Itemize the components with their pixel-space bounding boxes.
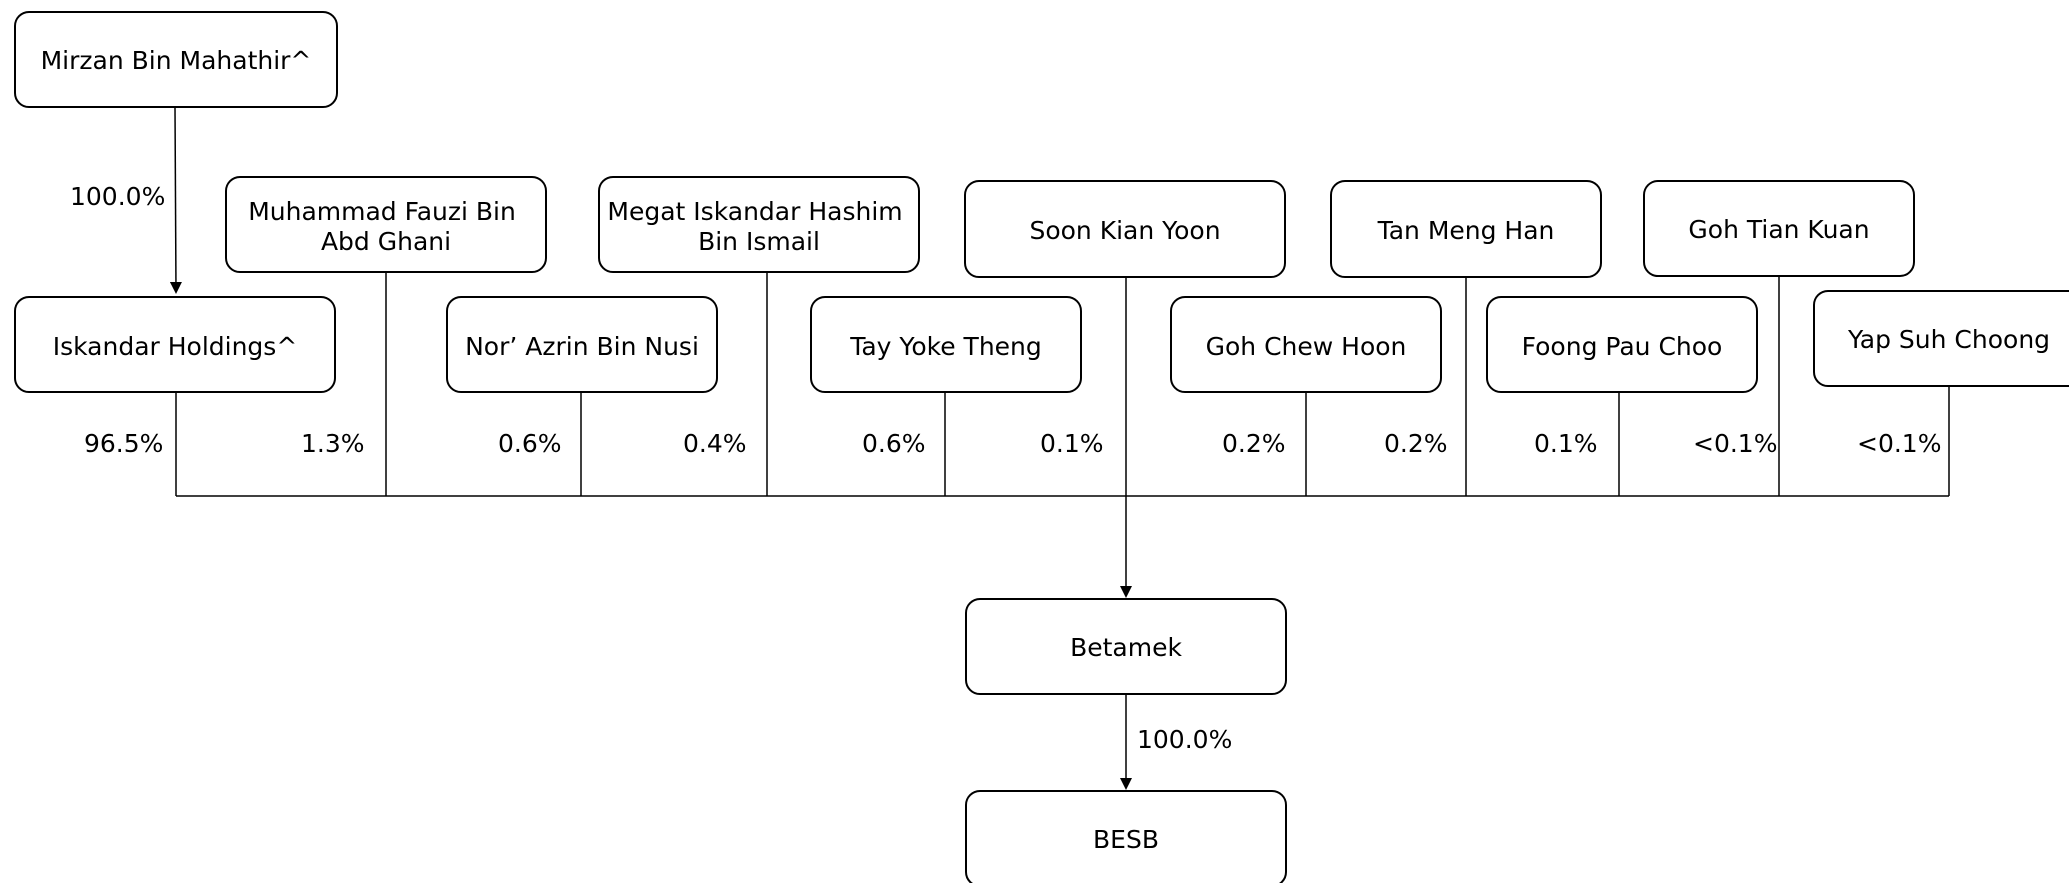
box-megat: Megat Iskandar Hashim Bin Ismail	[598, 176, 920, 273]
connectors	[169, 106, 1950, 790]
pct-megat: 0.4%	[683, 429, 747, 458]
svg-text:Foong Pau Choo: Foong Pau Choo	[1522, 332, 1723, 361]
svg-text:Mirzan Bin Mahathir^: Mirzan Bin Mahathir^	[41, 46, 312, 75]
svg-text:Yap Suh Choong: Yap Suh Choong	[1847, 325, 2050, 354]
svg-text:Iskandar Holdings^: Iskandar Holdings^	[53, 332, 298, 361]
box-soon: Soon Kian Yoon	[964, 180, 1286, 278]
box-iskandar-holdings: Iskandar Holdings^	[14, 296, 336, 393]
box-betamek: Betamek	[965, 598, 1287, 695]
box-tan: Tan Meng Han	[1330, 180, 1602, 278]
box-mirzan: Mirzan Bin Mahathir^	[14, 11, 338, 108]
svg-text:BESB: BESB	[1093, 825, 1159, 854]
pct-iskandar-holdings: 96.5%	[84, 429, 163, 458]
pct-tan: 0.2%	[1384, 429, 1448, 458]
pct-foong: 0.1%	[1534, 429, 1598, 458]
svg-text:Megat Iskandar Hashim Bi: Megat Iskandar Hashim Bin Ismail	[607, 197, 910, 256]
box-label-line: Tay Yoke Theng	[849, 332, 1042, 361]
box-label-line: Mirzan Bin Mahathir^	[41, 46, 312, 75]
svg-text:Tay Yoke Theng: Tay Yoke Theng	[849, 332, 1042, 361]
pct-mirzan-to-iskandar: 100.0%	[70, 182, 165, 211]
box-label-line: Megat Iskandar Hashim	[607, 197, 902, 226]
box-goh-tian: Goh Tian Kuan	[1643, 180, 1915, 277]
box-label-line: BESB	[1093, 825, 1159, 854]
box-tay: Tay Yoke Theng	[810, 296, 1082, 393]
box-label-line: Iskandar Holdings^	[53, 332, 298, 361]
box-label-line: Bin Ismail	[698, 227, 820, 256]
box-nor-azrin: Nor’ Azrin Bin Nusi	[446, 296, 718, 393]
percentage-labels: 100.0% 96.5% 1.3% 0.6% 0.4% 0.6% 0.1% 0.…	[70, 182, 1941, 754]
box-label-line: Nor’ Azrin Bin Nusi	[465, 332, 699, 361]
svg-text:Betamek: Betamek	[1070, 633, 1182, 662]
box-yap: Yap Suh Choong	[1813, 290, 2069, 387]
svg-text:Nor’ Azrin Bin Nusi: Nor’ Azrin Bin Nusi	[465, 332, 699, 361]
box-besb: BESB	[965, 790, 1287, 883]
connector-mirzan-to-iskandar	[169, 106, 182, 294]
pct-nor-azrin: 0.6%	[498, 429, 562, 458]
pct-fauzi: 1.3%	[301, 429, 365, 458]
box-fauzi: Muhammad Fauzi Bin Abd Ghani	[225, 176, 547, 273]
box-goh-chew: Goh Chew Hoon	[1170, 296, 1442, 393]
box-label-line: Muhammad Fauzi Bin	[248, 197, 516, 226]
box-label-line: Goh Tian Kuan	[1688, 215, 1869, 244]
box-label-line: Soon Kian Yoon	[1029, 216, 1220, 245]
svg-text:Tan Meng Han: Tan Meng Han	[1377, 216, 1555, 245]
box-label-line: Foong Pau Choo	[1522, 332, 1723, 361]
pct-yap: <0.1%	[1857, 429, 1941, 458]
box-label-line: Goh Chew Hoon	[1206, 332, 1407, 361]
svg-text:Goh Chew Hoon: Goh Chew Hoon	[1206, 332, 1407, 361]
box-label-line: Tan Meng Han	[1377, 216, 1555, 245]
svg-text:Goh Tian Kuan: Goh Tian Kuan	[1688, 215, 1869, 244]
box-foong: Foong Pau Choo	[1486, 296, 1758, 393]
box-label-line: Betamek	[1070, 633, 1182, 662]
pct-soon: 0.1%	[1040, 429, 1104, 458]
pct-goh-tian: <0.1%	[1693, 429, 1777, 458]
box-label-line: Abd Ghani	[321, 227, 451, 256]
pct-goh-chew: 0.2%	[1222, 429, 1286, 458]
svg-text:Soon Kian Yoon: Soon Kian Yoon	[1029, 216, 1220, 245]
svg-text:Muhammad Fauzi Bin Abd G: Muhammad Fauzi Bin Abd Ghani	[248, 197, 524, 256]
pct-betamek-to-besb: 100.0%	[1137, 725, 1232, 754]
pct-tay: 0.6%	[862, 429, 926, 458]
box-label-line: Yap Suh Choong	[1847, 325, 2050, 354]
